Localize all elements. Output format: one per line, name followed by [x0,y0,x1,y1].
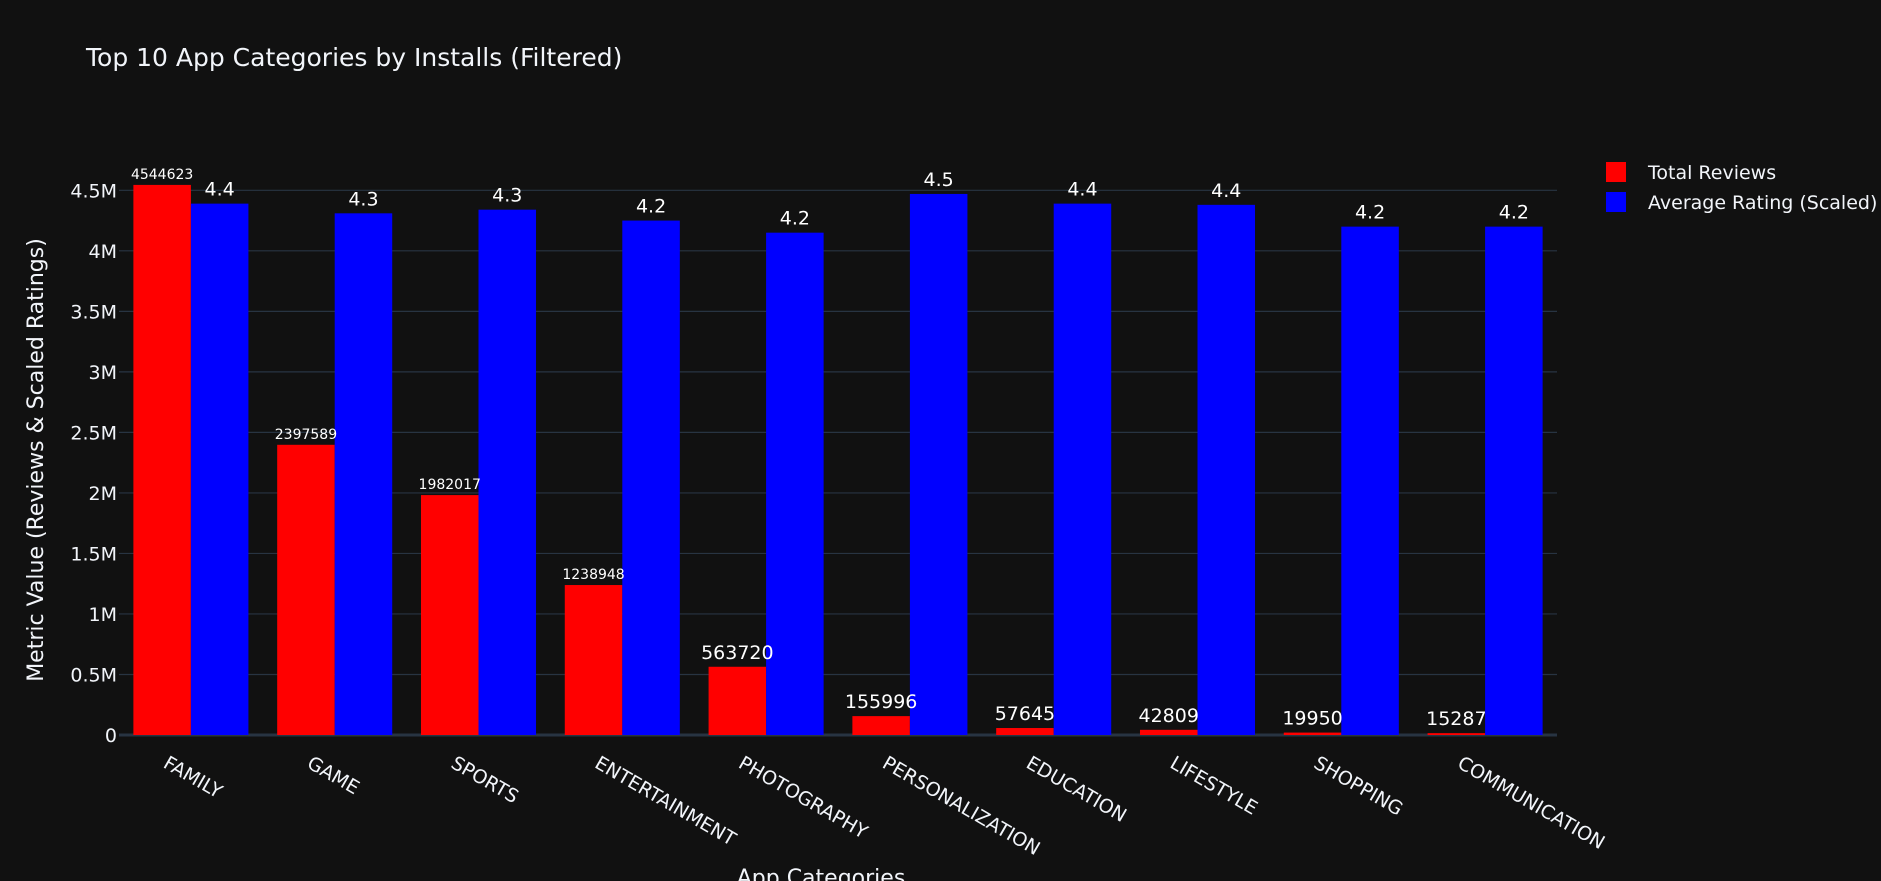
data-label: 4.2 [1499,202,1529,224]
data-label: 2397589 [275,427,337,443]
data-label: 4.2 [1355,202,1385,224]
y-tick-label: 0 [105,725,117,747]
bar-average-rating-game[interactable] [334,213,393,735]
y-tick-label: 1M [89,604,117,626]
data-label: 1982017 [419,477,481,493]
x-axis-title: App Categories [737,866,906,881]
data-label: 4.4 [1211,180,1241,202]
bar-average-rating-photography[interactable] [766,232,824,736]
bar-average-rating-personalization[interactable] [909,193,968,736]
x-tick-label-game: GAME [303,752,363,799]
x-tick-label-communication: COMMUNICATION [1454,752,1609,854]
bar-average-rating-communication[interactable] [1485,226,1543,735]
bar-average-rating-sports[interactable] [478,209,537,735]
data-label: 4.4 [205,179,235,201]
bar-average-rating-family[interactable] [190,203,249,736]
y-tick-label: 0.5M [70,664,117,686]
data-label: 19950 [1282,708,1342,730]
bar-total-reviews-communication[interactable] [1427,733,1486,735]
x-tick-label-photography: PHOTOGRAPHY [735,752,872,844]
bar-total-reviews-photography[interactable] [708,666,767,735]
bar-total-reviews-personalization[interactable] [852,716,910,735]
data-label: 15287 [1426,708,1486,730]
y-tick-label: 4.5M [70,180,117,202]
x-tick-label-lifestyle: LIFESTYLE [1166,752,1261,820]
data-label: 4544623 [131,167,193,183]
bar-average-rating-lifestyle[interactable] [1197,204,1256,735]
chart-title: Top 10 App Categories by Installs (Filte… [85,43,622,72]
data-label: 155996 [845,691,918,713]
data-label: 1238948 [562,567,624,583]
y-tick-label: 1.5M [70,543,117,565]
data-labels: 4544623 4.4 2397589 4.3 1982017 4.3 1238948 4.2… [131,167,1529,730]
x-tick-label-shopping: SHOPPING [1310,752,1407,820]
y-tick-label: 4M [89,241,117,263]
x-tick-label-family: FAMILY [160,752,227,803]
bar-total-reviews-shopping[interactable] [1283,732,1342,735]
data-label: 57645 [995,703,1055,725]
data-label: 4.2 [636,196,666,218]
legend[interactable]: Total Reviews Average Rating (Scaled) [1606,162,1877,214]
data-label: 4.2 [780,208,810,230]
data-label: 4.3 [348,188,378,210]
x-tick-label-sports: SPORTS [447,752,522,808]
bar-total-reviews-education[interactable] [996,728,1054,735]
bars[interactable] [133,184,1543,736]
legend-item-total-reviews[interactable]: Total Reviews [1606,162,1776,184]
y-axis-ticks: 0 0.5M 1M 1.5M 2M 2.5M 3M 3.5M 4M 4.5M [70,180,117,747]
data-label: 42809 [1139,705,1199,727]
y-tick-label: 2.5M [70,422,117,444]
bar-average-rating-entertainment[interactable] [622,220,680,735]
x-tick-label-personalization: PERSONALIZATION [879,752,1044,860]
x-axis-ticks: FAMILY GAME SPORTS ENTERTAINMENTPHOTOGRAPHY… [160,752,1609,860]
x-tick-label-entertainment: ENTERTAINMENT [591,752,740,851]
y-tick-label: 2M [89,483,117,505]
data-label: 4.3 [492,185,522,207]
y-tick-label: 3.5M [70,301,117,323]
legend-swatch [1606,192,1626,212]
y-tick-label: 3M [89,362,117,384]
y-axis-title: Metric Value (Reviews & Scaled Ratings) [24,238,49,682]
bar-total-reviews-sports[interactable] [420,495,479,735]
data-label: 4.4 [1067,179,1097,201]
legend-label: Average Rating (Scaled) [1648,192,1877,214]
legend-swatch [1606,162,1626,182]
bar-average-rating-education[interactable] [1053,203,1112,736]
bar-total-reviews-lifestyle[interactable] [1139,729,1198,735]
legend-label: Total Reviews [1647,162,1776,184]
bar-total-reviews-game[interactable] [277,444,335,735]
bar-total-reviews-family[interactable] [133,184,191,735]
bar-total-reviews-entertainment[interactable] [564,585,623,735]
legend-item-average-rating[interactable]: Average Rating (Scaled) [1606,192,1877,214]
x-tick-label-education: EDUCATION [1022,752,1130,827]
bar-average-rating-shopping[interactable] [1341,226,1399,735]
data-label: 4.5 [924,169,954,191]
data-label: 563720 [701,642,774,664]
